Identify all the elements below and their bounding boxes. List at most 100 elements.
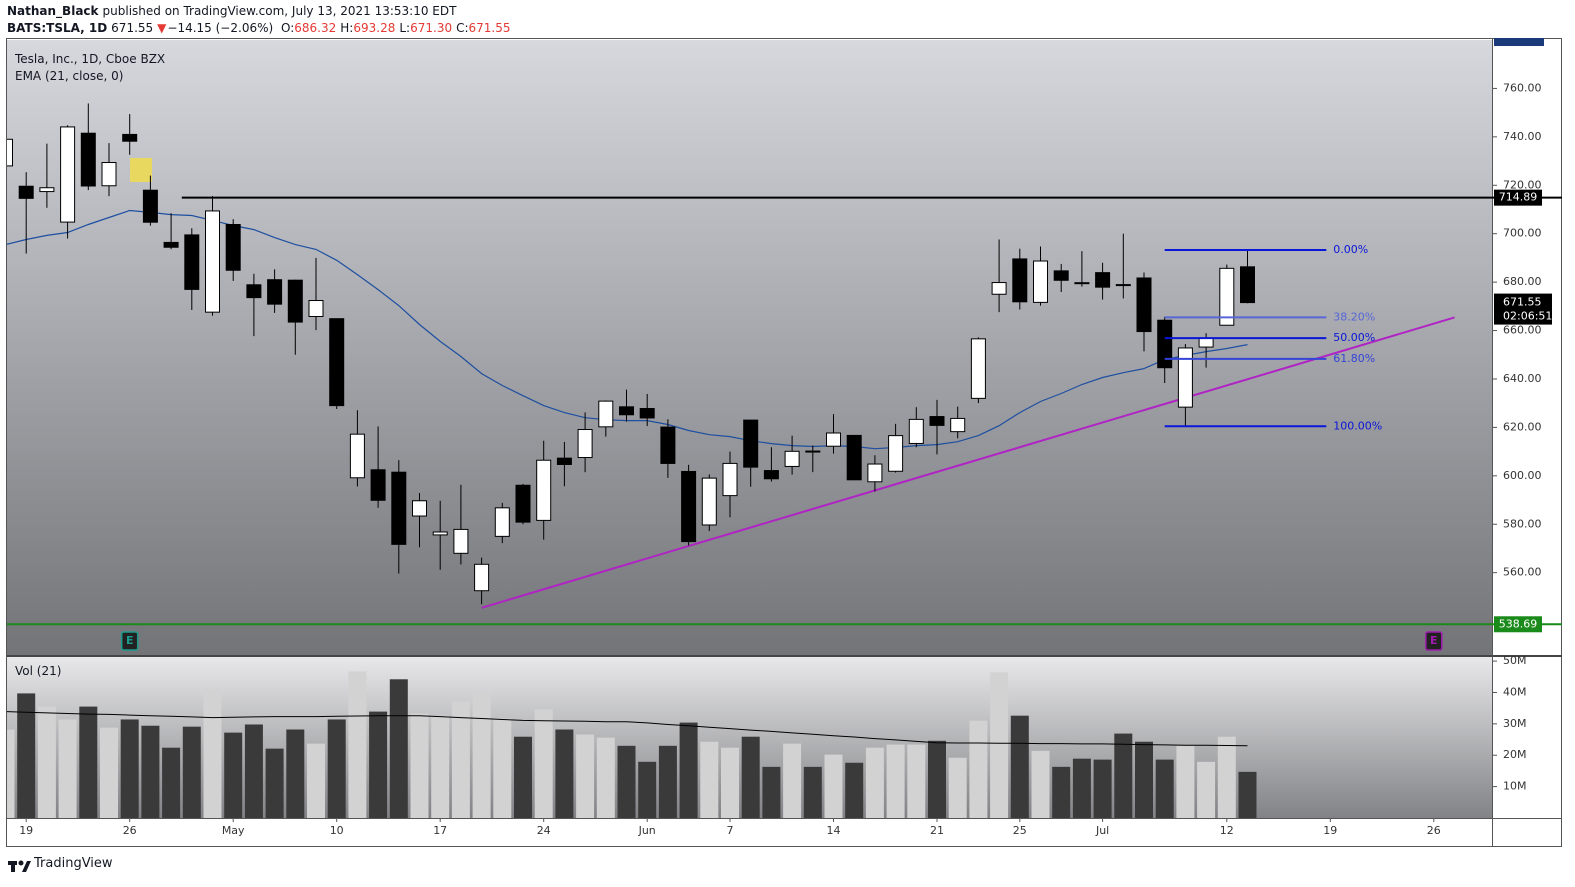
- level-box: [1494, 616, 1542, 633]
- volume-bar: [865, 747, 884, 818]
- trendline: [481, 316, 1455, 609]
- candle-body: [515, 484, 531, 523]
- candle-body: [494, 507, 510, 537]
- vol-tick-label: 50M: [1503, 654, 1527, 667]
- price-pane: [7, 40, 1492, 655]
- volume-bar: [7, 729, 15, 818]
- candle-body: [826, 432, 841, 447]
- candle-body: [577, 429, 593, 459]
- candle-body: [639, 408, 655, 419]
- event-label: E: [126, 634, 134, 647]
- candle-body: [329, 318, 345, 407]
- candle-body: [246, 284, 262, 299]
- volume-bar: [638, 761, 657, 818]
- volume-bar: [37, 706, 56, 818]
- candle-body: [805, 450, 821, 453]
- x-tick-label: 26: [123, 824, 137, 837]
- volume-bar: [17, 693, 36, 818]
- highlight-box: [130, 158, 152, 182]
- volume-bar: [700, 741, 719, 818]
- x-tick-label: 19: [1323, 824, 1337, 837]
- volume-bar: [1197, 761, 1216, 818]
- volume-bar: [79, 706, 98, 818]
- volume-bar: [928, 740, 946, 818]
- x-tick-label: 25: [1013, 824, 1027, 837]
- event-icon: [1425, 631, 1443, 651]
- x-tick-label: 19: [19, 824, 33, 837]
- candle-body: [80, 132, 96, 187]
- last-price-box: [1494, 293, 1552, 325]
- volume-bar: [907, 744, 926, 818]
- volume-bar: [493, 718, 512, 818]
- legend-volume: Vol (21): [15, 664, 62, 678]
- symbol: BATS:TSLA, 1D: [7, 21, 108, 35]
- candle-body: [349, 433, 365, 479]
- candle-body: [1136, 277, 1152, 333]
- volume-bar: [514, 736, 532, 818]
- volume-bar: [224, 732, 243, 818]
- vol-tick-label: 30M: [1503, 717, 1527, 730]
- x-tick-label: Jul: [1095, 824, 1109, 837]
- candle-body: [1115, 284, 1131, 287]
- candle-body: [1219, 267, 1235, 326]
- fib-label: 38.20%: [1333, 310, 1375, 323]
- volume-bar: [1072, 758, 1091, 818]
- candle-body: [101, 162, 117, 187]
- candle-body: [18, 185, 34, 199]
- x-tick-label: 7: [727, 824, 734, 837]
- author: Nathan_Black: [7, 4, 99, 18]
- candle-body: [929, 416, 945, 426]
- level-label: 538.69: [1499, 617, 1538, 630]
- candle-body: [122, 133, 138, 142]
- candle-body: [701, 477, 717, 526]
- volume-bar: [244, 724, 263, 818]
- volume-bar: [762, 766, 781, 818]
- candle-body: [1053, 270, 1069, 281]
- volume-bar: [307, 743, 325, 818]
- candle-body: [619, 406, 634, 416]
- volume-bar: [658, 745, 677, 818]
- x-tick-label: Jun: [638, 824, 656, 837]
- candle-body: [308, 300, 324, 318]
- volume-bar: [1031, 750, 1050, 818]
- candle-body: [225, 224, 241, 271]
- volume-bar: [389, 679, 408, 818]
- volume-bar: [617, 745, 636, 818]
- fib-label: 61.80%: [1333, 352, 1375, 365]
- volume-bar: [1238, 771, 1257, 818]
- volume-bar: [431, 715, 450, 818]
- candle-body: [142, 189, 158, 223]
- y-tick-label: 680.00: [1503, 275, 1542, 288]
- candle-body: [432, 531, 448, 536]
- y-tick-label: 560.00: [1503, 566, 1542, 579]
- candle-body: [536, 459, 552, 521]
- candle-body: [184, 234, 200, 290]
- ohlc-label: O:: [281, 21, 295, 35]
- event-icon: [120, 631, 139, 651]
- y-tick-label: 700.00: [1503, 227, 1542, 240]
- last-price: 671.55: [111, 21, 154, 35]
- volume-bar: [162, 747, 181, 818]
- x-tick-label: 24: [537, 824, 551, 837]
- candle-body: [722, 462, 738, 497]
- candle-body: [681, 470, 697, 543]
- candle-body: [267, 279, 283, 305]
- x-tick-label: 10: [330, 824, 344, 837]
- candle-body: [391, 471, 407, 545]
- volume-bar: [534, 709, 553, 818]
- volume-bar: [1052, 766, 1071, 818]
- volume-bar: [120, 719, 139, 818]
- candle-body: [287, 279, 303, 323]
- candle-body: [7, 138, 13, 167]
- volume-bar: [803, 766, 822, 818]
- x-tick-label: 26: [1427, 824, 1441, 837]
- frame: [6, 38, 1562, 847]
- volume-bar: [369, 711, 388, 818]
- volume-bar: [783, 743, 802, 818]
- x-tick-label: 12: [1220, 824, 1234, 837]
- volume-bar: [1176, 745, 1195, 818]
- x-tick-label: 14: [827, 824, 841, 837]
- candle-body: [784, 450, 800, 467]
- volume-bar: [203, 689, 222, 818]
- volume-bar: [596, 737, 615, 818]
